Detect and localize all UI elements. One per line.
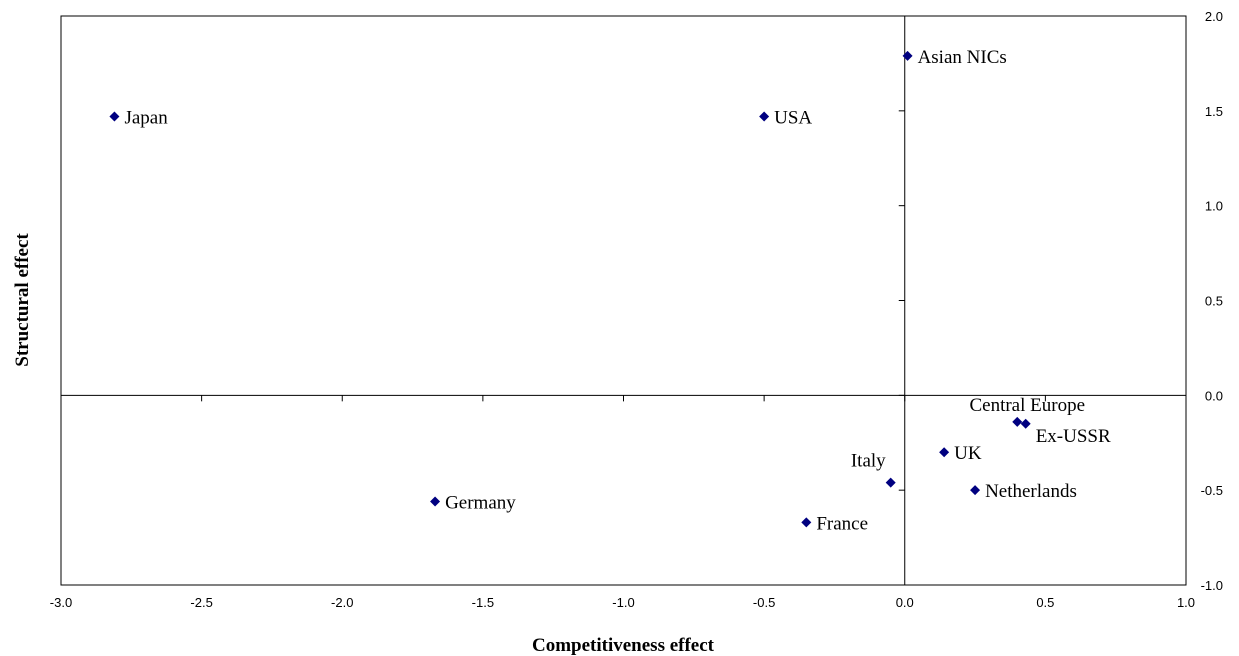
x-tick-label: -2.5 <box>190 595 212 610</box>
x-tick-label: -2.0 <box>331 595 353 610</box>
data-point-marker <box>759 111 770 122</box>
y-axis-title: Structural effect <box>12 233 33 367</box>
data-point-marker <box>430 496 441 507</box>
data-point-label: UK <box>954 443 982 464</box>
y-tick-label: 0.0 <box>1205 388 1223 403</box>
data-point-marker <box>970 485 981 496</box>
x-tick-label: -3.0 <box>50 595 72 610</box>
x-axis-ticks: -3.0 -2.5 -2.0 -1.5 -1.0 -0.5 0.0 0.5 1.0 <box>50 395 1195 610</box>
x-tick-label: 0.5 <box>1036 595 1054 610</box>
data-point-label: Central Europe <box>969 395 1085 416</box>
data-point-marker <box>109 111 120 122</box>
plot-area <box>60 15 1187 586</box>
x-tick-label: 0.0 <box>896 595 914 610</box>
y-axis-ticks: -1.0 -0.5 0.0 0.5 1.0 1.5 2.0 <box>898 9 1223 593</box>
x-tick-label: -0.5 <box>753 595 775 610</box>
data-point-label: France <box>816 513 868 534</box>
data-point-label: USA <box>774 108 812 129</box>
y-tick-label: -0.5 <box>1201 483 1223 498</box>
data-points: Asian NICs Japan USA Central Europe Ex-USSR U… <box>109 47 1111 534</box>
data-point-marker <box>885 477 896 488</box>
data-point-label: Ex-USSR <box>1036 426 1111 447</box>
y-tick-label: 2.0 <box>1205 9 1223 24</box>
data-point-marker <box>801 517 812 528</box>
data-point-marker <box>1020 418 1031 429</box>
x-tick-label: -1.5 <box>472 595 494 610</box>
data-point-label: Asian NICs <box>918 47 1007 68</box>
data-point-marker <box>939 447 950 458</box>
data-point-label: Netherlands <box>985 481 1077 502</box>
data-point-marker <box>1012 416 1023 427</box>
data-point-label: Japan <box>124 108 168 129</box>
y-tick-label: -1.0 <box>1201 578 1223 593</box>
x-tick-label: 1.0 <box>1177 595 1195 610</box>
data-point-label: Germany <box>445 493 516 514</box>
y-tick-label: 0.5 <box>1205 294 1223 309</box>
data-point-label: Italy <box>851 451 886 472</box>
y-tick-label: 1.5 <box>1205 104 1223 119</box>
data-point-marker <box>902 50 913 61</box>
x-tick-label: -1.0 <box>612 595 634 610</box>
x-axis-title: Competitiveness effect <box>532 635 715 656</box>
y-tick-label: 1.0 <box>1205 199 1223 214</box>
